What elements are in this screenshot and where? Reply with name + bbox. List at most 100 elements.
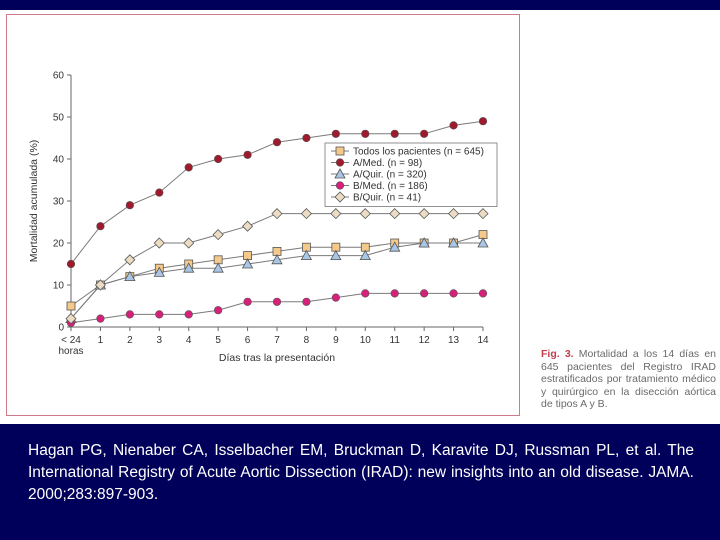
series-1-point: [125, 201, 134, 210]
series-2-point: [153, 266, 165, 277]
series-4-point: [212, 229, 224, 241]
legend-box: [324, 142, 498, 207]
series-3-point: [302, 297, 311, 306]
y-tick-label: 0: [58, 323, 64, 334]
series-3-point: [214, 306, 223, 315]
y-tick-label: 50: [53, 113, 65, 124]
series-4-point: [124, 254, 136, 266]
legend-label: A/Quir. (n = 320): [353, 170, 427, 181]
x-tick-label: 7: [274, 335, 280, 346]
y-tick-label: 40: [53, 155, 65, 166]
legend-marker: [334, 168, 346, 179]
series-3-point: [155, 310, 164, 319]
series-2-point: [212, 262, 224, 273]
series-4-point: [94, 279, 106, 291]
series-1-point: [478, 117, 488, 126]
series-3-point: [390, 289, 399, 298]
x-tick-label: 1: [98, 335, 104, 346]
series-1-point: [420, 129, 429, 138]
legend-marker: [335, 158, 345, 167]
series-1-point: [361, 129, 370, 138]
series-3-point: [125, 310, 134, 319]
series-3-point: [331, 293, 340, 302]
series-3-point: [420, 289, 429, 298]
series-2-point: [418, 237, 430, 248]
series-4-point: [65, 313, 77, 325]
x-tick-label: 9: [333, 335, 339, 346]
legend-marker: [334, 191, 346, 203]
x-tick-label: 8: [304, 335, 310, 346]
series-2-point: [183, 262, 195, 273]
legend-marker: [335, 181, 345, 190]
series-1-point: [331, 129, 340, 138]
legend-label: B/Med. (n = 186): [353, 181, 428, 192]
legend-label: B/Quir. (n = 41): [353, 193, 421, 204]
x-tick-label: 13: [448, 335, 460, 346]
series-1-point: [272, 138, 282, 147]
series-4-point: [418, 208, 430, 220]
legend-label: A/Med. (n = 98): [353, 158, 422, 169]
series-3-point: [272, 297, 282, 306]
series-2-point: [300, 249, 313, 261]
x-tick-label-line2: horas: [58, 346, 83, 357]
series-1-point: [243, 150, 252, 159]
series-1-point: [449, 121, 458, 130]
y-tick-label: 30: [53, 197, 65, 208]
series-2-point: [241, 258, 254, 269]
x-tick-label: 12: [419, 335, 431, 346]
x-tick-label: 2: [127, 335, 133, 346]
series-3-point: [449, 289, 458, 298]
series-1-point: [66, 259, 76, 269]
series-2-point: [271, 253, 283, 265]
series-1-point: [214, 154, 223, 164]
x-tick-label: 14: [477, 335, 489, 346]
series-1-point: [155, 188, 164, 197]
y-tick-label: 10: [53, 281, 65, 292]
figure-caption-text: Mortalidad a los 14 días en 645 paciente…: [541, 348, 716, 411]
figure-caption: Fig. 3. Mortalidad a los 14 días en 645 …: [541, 348, 716, 411]
series-3-point: [96, 314, 105, 323]
series-4-point: [359, 208, 371, 220]
x-tick-label: 3: [157, 335, 163, 346]
x-tick-label: 5: [215, 335, 221, 346]
series-4-point: [389, 208, 401, 220]
citation-band: Hagan PG, Nienaber CA, Isselbacher EM, B…: [0, 424, 720, 540]
series-1-point: [96, 222, 105, 231]
series-2-point: [359, 249, 371, 261]
series-2-point: [124, 270, 136, 282]
series-3-point: [361, 289, 370, 298]
x-axis-title: Días tras la presentación: [219, 352, 335, 364]
x-tick-label: 10: [360, 335, 372, 346]
figure-label: Fig. 3.: [541, 348, 574, 360]
legend-label: Todos los pacientes (n = 645): [353, 147, 484, 158]
x-tick-label: 6: [245, 335, 251, 346]
series-1-point: [184, 163, 193, 172]
top-band: [0, 0, 720, 10]
figure-frame: 0 10 20 30 40 50 60 < 24 horas 1 2 3 4 5 6 7 8 9 10 11 12 13 1…: [6, 14, 520, 416]
series-1-point: [302, 133, 311, 143]
series-2-point: [330, 249, 342, 261]
series-4-point: [330, 208, 342, 220]
series-4-point: [448, 208, 460, 220]
series-4-point: [300, 208, 312, 220]
y-tick-label: 60: [53, 71, 65, 82]
series-3-point: [243, 297, 252, 306]
series-4-point: [183, 237, 195, 249]
series-2-point: [477, 237, 489, 248]
series-4-point: [242, 220, 254, 232]
series-4-point: [271, 208, 283, 220]
series-3-point: [184, 310, 193, 319]
series-4-point: [153, 237, 165, 249]
series-4-point: [477, 208, 489, 220]
series-2-point: [447, 237, 460, 248]
x-tick-label: 4: [186, 335, 192, 346]
legend-marker: [335, 146, 345, 156]
x-tick-label: < 24: [61, 335, 81, 346]
series-2-point: [389, 241, 401, 252]
citation-text: Hagan PG, Nienaber CA, Isselbacher EM, B…: [28, 442, 694, 503]
x-tick-label: 11: [390, 335, 401, 346]
y-axis-title: Mortalidad acumulada (%): [28, 140, 40, 263]
series-3-point: [478, 289, 488, 298]
series-0-point: [66, 301, 76, 311]
